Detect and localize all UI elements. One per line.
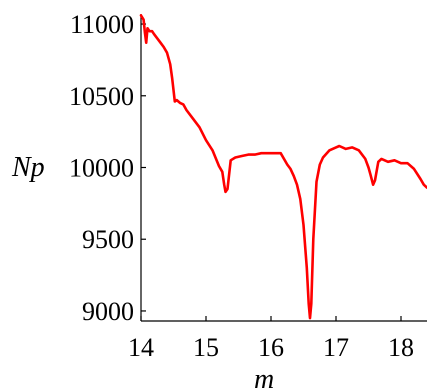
y-tick-label: 11000	[70, 10, 134, 39]
x-tick-label: 14	[128, 333, 154, 362]
x-tick-label: 17	[323, 333, 349, 362]
series-group	[139, 14, 427, 320]
y-tick-label: 10000	[69, 154, 134, 183]
y-axis-label: Np	[11, 152, 45, 183]
y-axis-ticks: 9000 9500 10000 10500 11000	[69, 10, 146, 326]
y-tick-label: 9000	[82, 297, 134, 326]
x-tick-label: 15	[193, 333, 219, 362]
x-tick-label: 18	[388, 333, 414, 362]
x-axis-ticks: 14 15 16 17 18	[128, 316, 414, 362]
plot-area: 9000 9500 10000 10500 11000 14 15 16 17 18	[69, 10, 427, 362]
x-tick-label: 16	[258, 333, 284, 362]
series-line	[139, 14, 427, 320]
x-axis-label: m	[254, 364, 274, 392]
y-tick-label: 10500	[69, 82, 134, 111]
y-tick-label: 9500	[82, 225, 134, 254]
